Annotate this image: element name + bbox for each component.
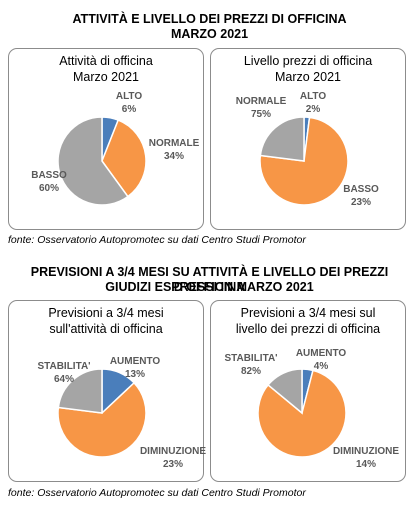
- chart-1-title-line2: Marzo 2021: [72, 70, 139, 84]
- chart-3-slice-2-pct: 64%: [54, 374, 74, 385]
- chart-1-slice-1-pct: 6%: [122, 104, 137, 115]
- chart-1-slice-3-label: BASSO: [31, 170, 67, 181]
- chart-4-slice-1-pct: 4%: [314, 361, 329, 372]
- chart-3-svg: AUMENTO 13% STABILITA' 64% DIMINUZIONE 23%: [37, 356, 206, 470]
- chart-4-title-line2: livello dei prezzi di officina: [235, 322, 381, 336]
- section1-title-line1: ATTIVITÀ E LIVELLO DEI PREZZI DI OFFICIN…: [72, 12, 347, 26]
- chart-panel-4: Previsioni a 3/4 mesi sul livello dei pr…: [210, 300, 406, 482]
- chart-1-slice-2: [101, 119, 147, 198]
- chart-1-slice-1-label: ALTO: [116, 91, 143, 102]
- chart-3-slice-2: [57, 381, 147, 458]
- chart-2-svg: ALTO 2% NORMALE 75% BASSO 23%: [236, 91, 379, 208]
- chart-3-slice-1-label: AUMENTO: [110, 356, 161, 367]
- chart-2-slice-3: [259, 116, 305, 162]
- chart-4-slice-3-label: DIMINUZIONE: [333, 446, 399, 457]
- chart-2-slice-1-label: ALTO: [300, 91, 327, 102]
- chart-2-title-line1: Livello prezzi di officina: [243, 54, 373, 68]
- chart-1-svg: ALTO 6% NORMALE 34% BASSO 60%: [31, 91, 200, 206]
- chart-4-svg: AUMENTO 4% STABILITA' 82% DIMINUZIONE 14%: [224, 348, 399, 470]
- chart-panel-1: Attività di officina Marzo 2021 ALTO 6% NO…: [8, 48, 204, 230]
- chart-2-slice-2-label: NORMALE: [236, 96, 287, 107]
- chart-2-slice-1-pct: 2%: [306, 104, 321, 115]
- chart-3-slice-2-label: STABILITA': [37, 361, 90, 372]
- chart-2-slice-3-pct: 23%: [351, 197, 371, 208]
- chart-4-slice-3-pct: 14%: [356, 459, 376, 470]
- chart-4-slice-2-label: STABILITA': [224, 353, 277, 364]
- section2-source: fonte: Osservatorio Autopromotec su dati…: [8, 487, 306, 499]
- section2-title-line1: PREVISIONI A 3/4 MESI SU ATTIVITÀ E LIVE…: [30, 265, 389, 294]
- chart-panel-2: Livello prezzi di officina Marzo 2021 AL…: [210, 48, 406, 230]
- chart-3-slice-3-label: DIMINUZIONE: [140, 446, 206, 457]
- chart-1-slice-2-label: NORMALE: [149, 138, 200, 149]
- chart-1-slice-3-pct: 60%: [39, 183, 59, 194]
- chart-3-slice-3: [57, 368, 103, 414]
- chart-2-slice-2-pct: 75%: [251, 109, 271, 120]
- section1-source: fonte: Osservatorio Autopromotec su dati…: [8, 234, 306, 246]
- chart-1-slice-2-pct: 34%: [164, 151, 184, 162]
- chart-1-slice-3: [57, 116, 129, 206]
- chart-3-title-line2: sull'attività di officina: [49, 322, 163, 336]
- chart-1-title-line1: Attività di officina: [59, 54, 153, 68]
- chart-2-slice-3-label: BASSO: [343, 184, 379, 195]
- chart-4-slice-2-pct: 82%: [241, 366, 261, 377]
- chart-4-title-line1: Previsioni a 3/4 mesi sul: [240, 306, 376, 320]
- section2-title-line2: GIUDIZI ESPRESSI IN MARZO 2021: [105, 280, 314, 294]
- chart-4-slice-3: [267, 368, 303, 415]
- chart-3-slice-1-pct: 13%: [125, 369, 145, 380]
- chart-panel-3: Previsioni a 3/4 mesi sull'attività di o…: [8, 300, 206, 482]
- section1-title-line2: MARZO 2021: [170, 27, 249, 41]
- chart-2-title-line2: Marzo 2021: [274, 70, 341, 84]
- chart-3-slice-3-pct: 23%: [163, 459, 183, 470]
- chart-3-title-line1: Previsioni a 3/4 mesi: [48, 306, 164, 320]
- chart-4-slice-1-label: AUMENTO: [296, 348, 347, 359]
